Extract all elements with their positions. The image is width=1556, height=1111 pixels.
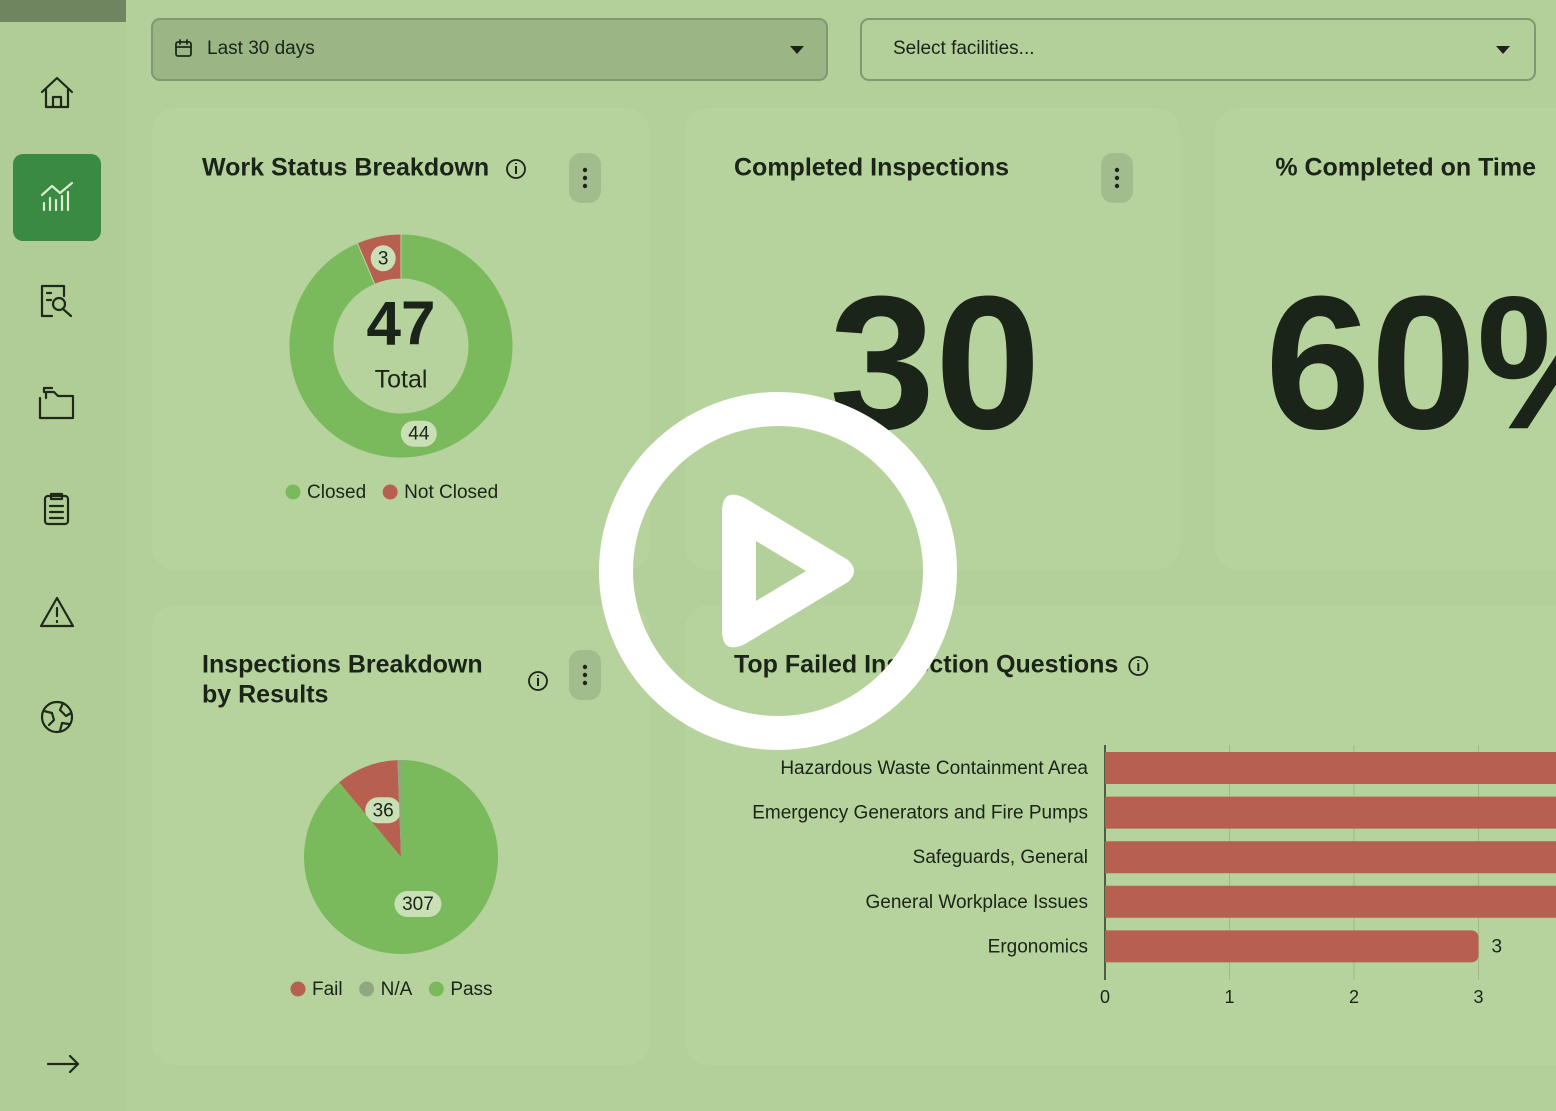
kpi-value: 60% — [1265, 257, 1556, 469]
nav-folders[interactable] — [38, 386, 75, 420]
slice-label-bg — [365, 797, 402, 824]
donut-total-label: Total — [375, 366, 428, 394]
card-menu[interactable] — [569, 153, 601, 203]
x-tick-label: 3 — [1473, 987, 1483, 1007]
donut-total: 47 — [367, 289, 436, 358]
bar — [1105, 885, 1556, 918]
menu-dot — [582, 183, 588, 189]
legend-label: Pass — [450, 979, 492, 1000]
legend-label: Closed — [307, 482, 366, 503]
info-icon — [1128, 656, 1149, 676]
play-button[interactable] — [599, 392, 957, 750]
bar — [1105, 930, 1479, 963]
card-menu[interactable] — [1101, 153, 1133, 203]
date-filter-text: Last 30 days — [207, 38, 315, 59]
category-label: Ergonomics — [988, 936, 1088, 957]
legend-swatch — [290, 981, 306, 997]
card — [1215, 108, 1556, 570]
donut-slice — [288, 233, 514, 459]
info-icon — [528, 671, 548, 691]
bar — [1105, 752, 1556, 784]
slice-label: 307 — [402, 894, 434, 915]
menu-dot — [582, 672, 588, 678]
slice-label: 3 — [378, 248, 389, 269]
dropdown-caret — [790, 46, 804, 54]
bar — [1105, 841, 1556, 874]
legend-label: Fail — [312, 979, 343, 1000]
logo-bar — [0, 0, 126, 22]
date-filter[interactable] — [151, 18, 828, 81]
card — [685, 108, 1180, 570]
card — [152, 108, 650, 570]
category-label: Safeguards, General — [913, 847, 1088, 868]
x-tick-label: 1 — [1224, 987, 1234, 1007]
category-label: Emergency Generators and Fire Pumps — [752, 803, 1088, 824]
legend-label: Not Closed — [404, 482, 498, 503]
nav-expand[interactable] — [46, 1054, 80, 1074]
legend-swatch — [285, 484, 301, 500]
x-tick-label: 0 — [1100, 987, 1110, 1007]
menu-dot — [582, 167, 588, 173]
calendar-icon — [175, 39, 192, 57]
nav-home[interactable] — [40, 76, 74, 109]
bar — [1105, 796, 1556, 829]
category-label: Hazardous Waste Containment Area — [780, 758, 1088, 779]
menu-dot — [1114, 175, 1120, 181]
legend-swatch — [382, 484, 398, 500]
legend-swatch — [359, 981, 375, 997]
card-title: Inspections Breakdown — [202, 651, 483, 679]
menu-dot — [582, 175, 588, 181]
nav-analytics-icon — [40, 181, 74, 212]
slice-label: 44 — [408, 424, 430, 445]
pie-slice — [397, 760, 401, 857]
slice-label-bg — [394, 891, 442, 918]
slice-label-bg — [400, 420, 437, 447]
bar-value-label: 3 — [1492, 936, 1503, 957]
card-title: % Completed on Time — [1275, 154, 1536, 182]
facilities-filter[interactable] — [860, 18, 1536, 81]
card-title: Completed Inspections — [734, 154, 1009, 182]
nav-inspections[interactable] — [40, 284, 73, 318]
x-tick-label: 2 — [1349, 987, 1359, 1007]
card-title: by Results — [202, 681, 328, 709]
menu-dot — [582, 680, 588, 686]
card-menu[interactable] — [569, 650, 601, 700]
legend-label: N/A — [381, 979, 413, 1000]
nav-analytics-active[interactable] — [13, 154, 101, 241]
info-circle — [1128, 656, 1149, 676]
nav-alerts[interactable] — [39, 596, 75, 628]
legend-swatch — [428, 981, 444, 997]
menu-dot — [582, 664, 588, 670]
slice-label-bg — [370, 245, 396, 272]
nav-checklist[interactable] — [43, 492, 70, 526]
menu-dot — [1114, 183, 1120, 189]
pie-slice — [303, 760, 498, 954]
slice-label: 36 — [373, 800, 394, 821]
card-title: Work Status Breakdown — [202, 154, 489, 182]
facilities-filter-text: Select facilities... — [893, 38, 1035, 59]
nav-globe[interactable] — [40, 700, 74, 734]
dropdown-caret — [1496, 46, 1510, 54]
menu-dot — [1114, 167, 1120, 173]
category-label: General Workplace Issues — [866, 892, 1088, 913]
info-icon — [506, 159, 526, 179]
